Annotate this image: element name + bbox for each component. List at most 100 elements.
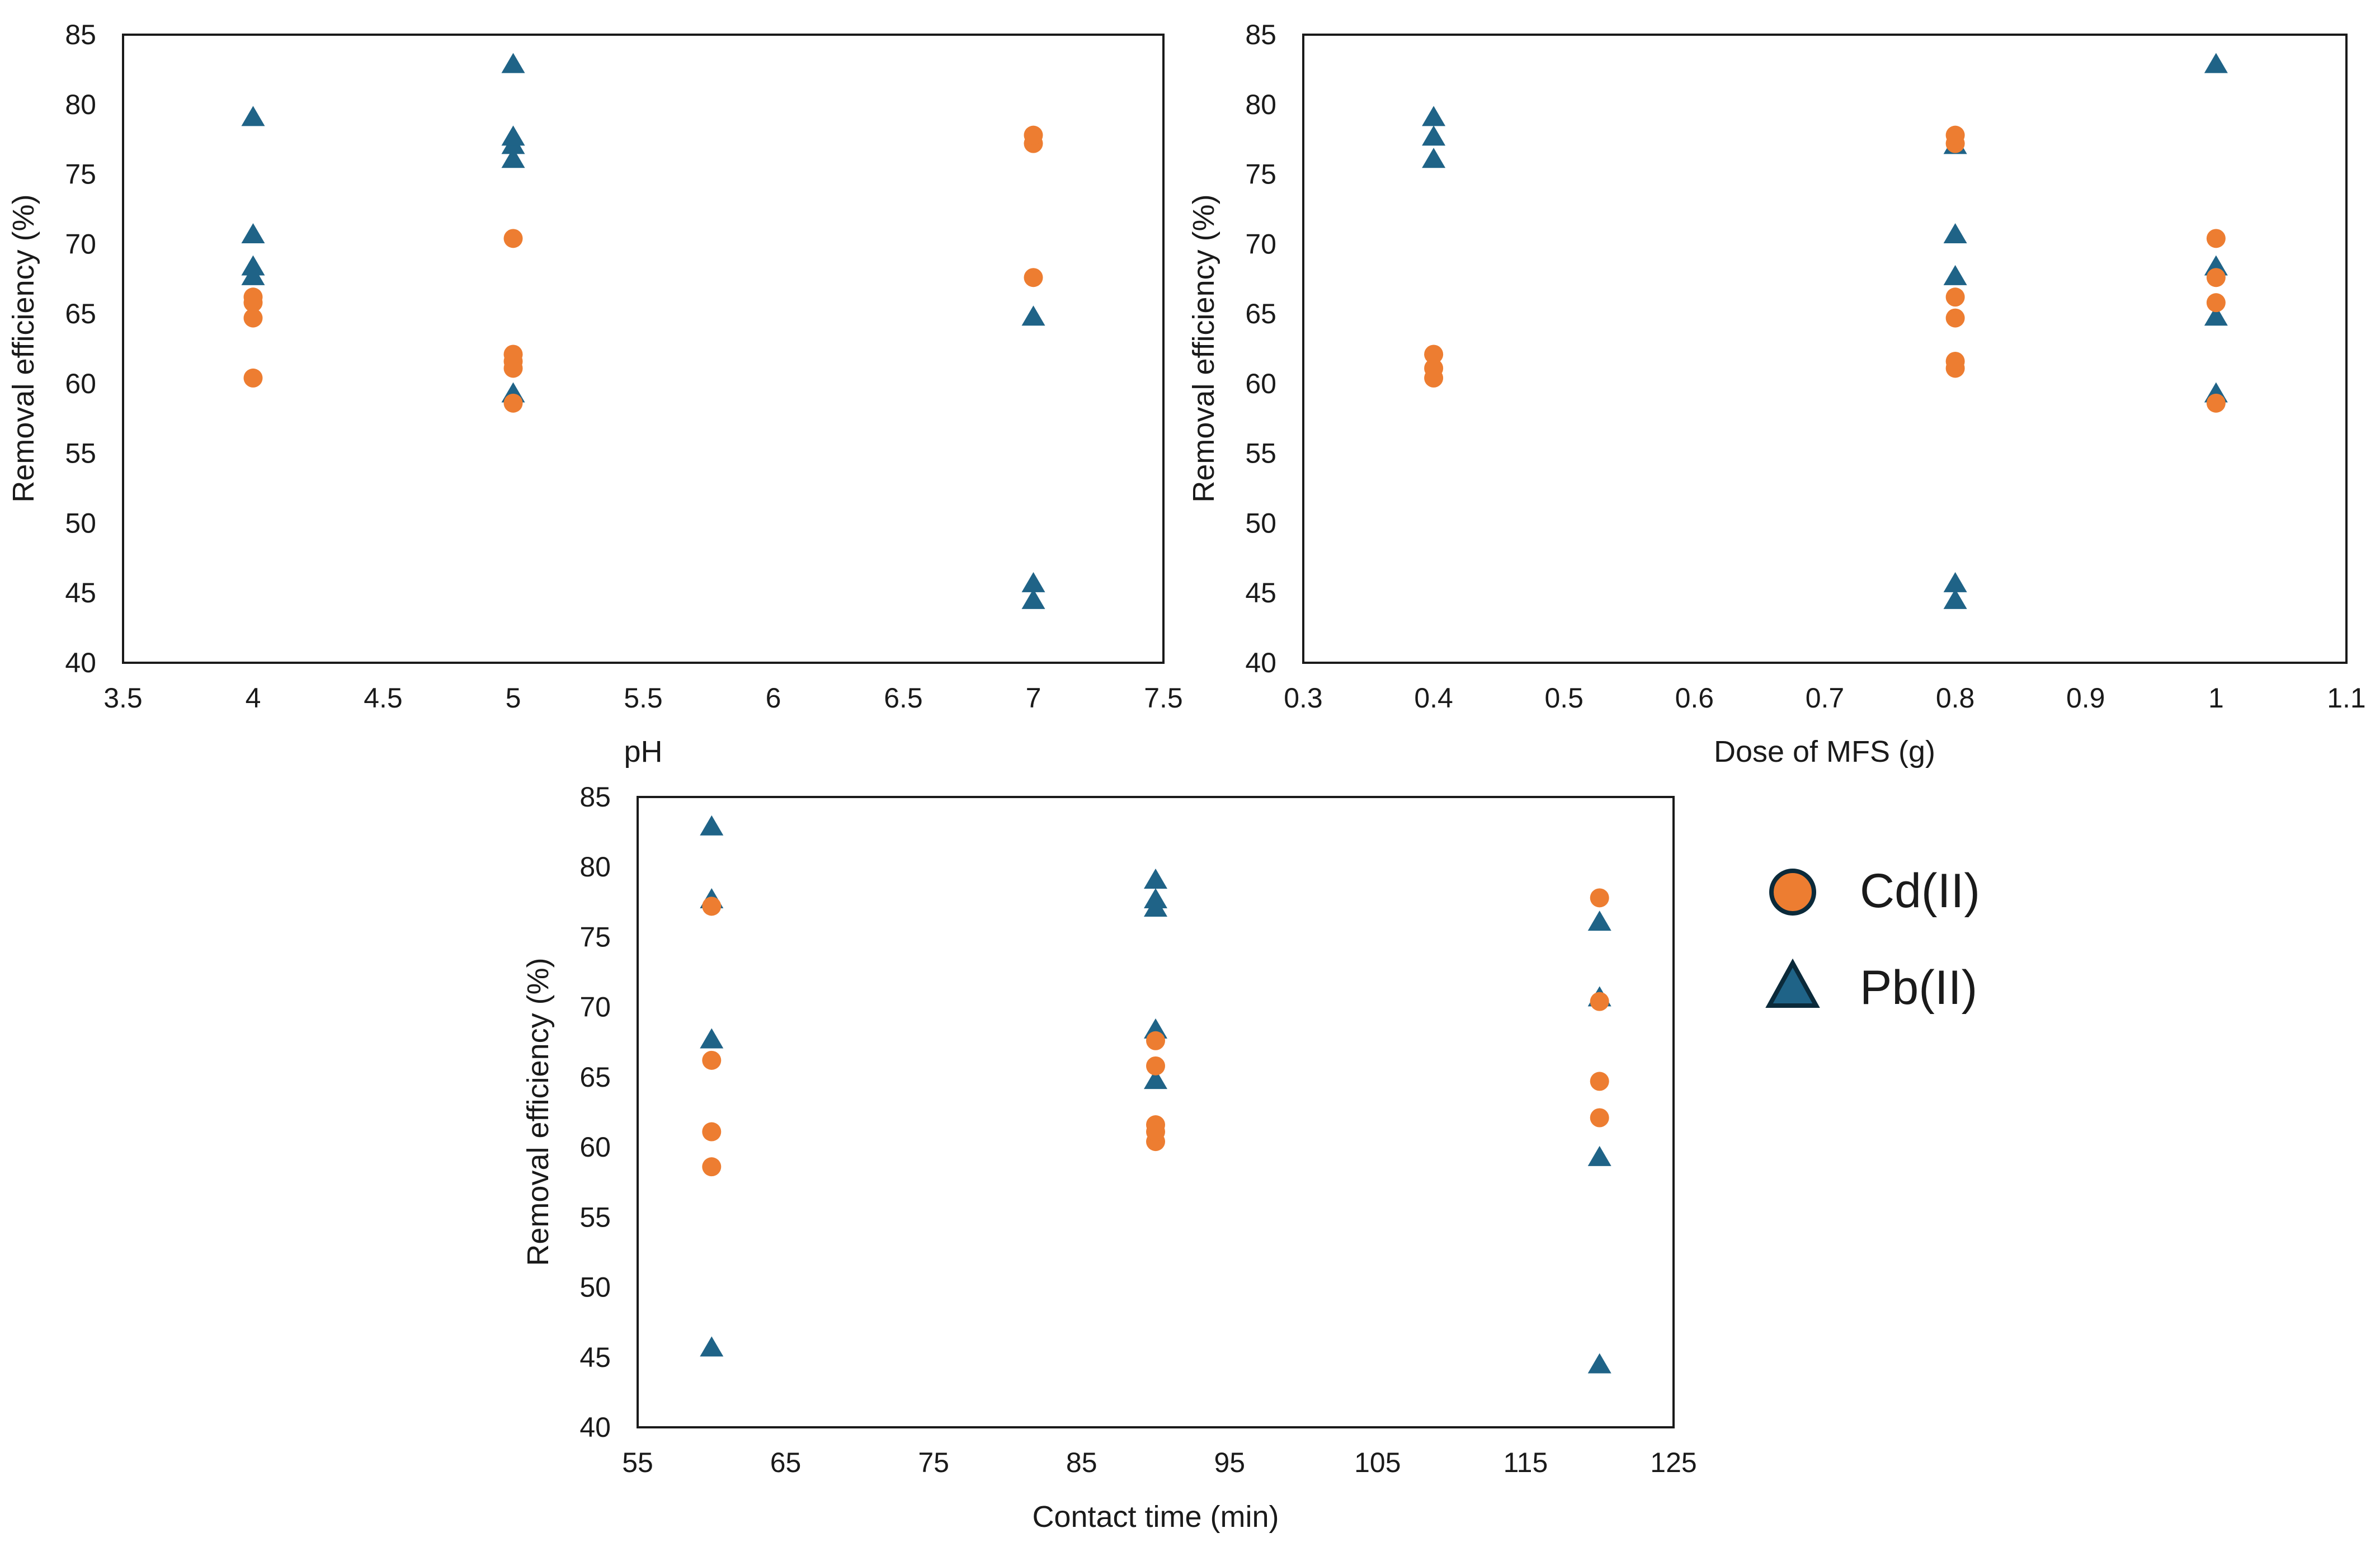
- x-tick-label: 0.5: [1544, 682, 1583, 714]
- x-tick-label: 6.5: [884, 682, 923, 714]
- pb-point: [1587, 1145, 1611, 1166]
- x-tick-label: 0.7: [1806, 682, 1845, 714]
- cd-point: [702, 1122, 722, 1142]
- pb-point: [1021, 588, 1045, 609]
- x-tick-label: 4.5: [364, 682, 403, 714]
- pb-point: [700, 815, 724, 836]
- chart-ph: 40 45 50 55 60 65 70 75 80 85 3.5 4 4.5 5 5.5 6 6.5 7 7.5 p…: [7, 19, 1183, 768]
- y-tick-label: 50: [579, 1272, 611, 1303]
- y-axis-label: Removal efficiency (%): [521, 958, 555, 1266]
- x-tick-label: 5: [506, 682, 521, 714]
- legend-cd-marker: [1769, 869, 1816, 916]
- y-tick-label: 60: [65, 368, 96, 399]
- cd-point: [702, 897, 722, 916]
- x-tick-label: 115: [1504, 1447, 1548, 1478]
- cd-point: [1590, 888, 1609, 908]
- y-tick-label: 40: [579, 1412, 611, 1443]
- y-tick-label: 60: [1245, 368, 1276, 399]
- pb-point: [2204, 53, 2228, 73]
- y-tick-label: 65: [1245, 298, 1276, 329]
- x-tick-label: 5.5: [624, 682, 663, 714]
- pb-point: [241, 106, 265, 126]
- y-tick-label: 80: [1245, 89, 1276, 120]
- cd-point: [1945, 351, 1965, 371]
- plot-frame: [1302, 34, 2348, 664]
- x-tick-label: 4: [246, 682, 261, 714]
- cd-point: [243, 287, 263, 307]
- x-tick-label: 95: [1214, 1447, 1245, 1478]
- pb-point: [700, 1028, 724, 1049]
- pb-point: [241, 255, 265, 276]
- cd-point: [2206, 393, 2226, 413]
- cd-point: [1424, 345, 1444, 364]
- cd-point: [1024, 125, 1043, 145]
- cd-point: [503, 393, 523, 413]
- pb-point: [501, 148, 525, 168]
- y-tick-label: 70: [579, 992, 611, 1023]
- pb-point: [1943, 572, 1967, 592]
- y-tick-label: 50: [1245, 507, 1276, 539]
- chart-contact-time: 40 45 50 55 60 65 70 75 80 85 55 65 75 85 95 105 115 125 C…: [521, 781, 1697, 1534]
- cd-point: [243, 308, 263, 328]
- x-tick-label: 0.9: [2066, 682, 2105, 714]
- cd-point: [2206, 268, 2226, 287]
- y-tick-label: 60: [579, 1131, 611, 1163]
- y-tick-label: 50: [65, 507, 96, 539]
- pb-point: [1144, 1069, 1167, 1089]
- y-tick-label: 55: [1245, 438, 1276, 469]
- legend-pb-marker: [1765, 958, 1820, 1008]
- pb-point: [1144, 868, 1167, 889]
- x-tick-label: 0.3: [1284, 682, 1323, 714]
- y-tick-label: 80: [65, 89, 96, 120]
- y-tick-label: 75: [1245, 159, 1276, 190]
- pb-point: [1021, 305, 1045, 326]
- x-tick-label: 0.6: [1675, 682, 1714, 714]
- x-tick-label: 1.1: [2327, 682, 2366, 714]
- y-tick-label: 45: [65, 577, 96, 609]
- pb-point: [501, 125, 525, 146]
- y-tick-label: 75: [65, 159, 96, 190]
- cd-point: [2206, 293, 2226, 313]
- pb-point: [241, 223, 265, 244]
- y-tick-label: 55: [65, 438, 96, 469]
- pb-point: [1943, 588, 1967, 609]
- x-tick-label: 105: [1354, 1447, 1401, 1478]
- y-tick-label: 80: [579, 851, 611, 883]
- cd-point: [1146, 1056, 1165, 1076]
- x-axis-label: Dose of MFS (g): [1714, 735, 1935, 768]
- x-tick-label: 125: [1650, 1447, 1696, 1478]
- plot-frame: [122, 34, 1165, 664]
- pb-point: [1422, 106, 1446, 126]
- pb-point: [1587, 911, 1611, 931]
- x-tick-label: 85: [1066, 1447, 1097, 1478]
- cd-point: [1590, 1108, 1609, 1128]
- cd-point: [1146, 1122, 1165, 1142]
- cd-point: [1945, 287, 1965, 307]
- cd-point: [243, 368, 263, 388]
- cd-point: [1945, 308, 1965, 328]
- pb-point: [1587, 1353, 1611, 1374]
- y-tick-label: 45: [579, 1342, 611, 1373]
- legend-pb-label: Pb(II): [1860, 961, 1977, 1015]
- y-tick-label: 65: [579, 1062, 611, 1093]
- y-axis-label: Removal efficiency (%): [7, 194, 40, 502]
- pb-point: [1144, 888, 1167, 909]
- y-tick-label: 70: [65, 228, 96, 260]
- cd-point: [503, 229, 523, 248]
- y-tick-label: 85: [579, 781, 611, 813]
- cd-point: [1146, 1031, 1165, 1050]
- cd-point: [503, 345, 523, 364]
- y-tick-label: 55: [579, 1201, 611, 1233]
- pb-point: [1422, 125, 1446, 146]
- x-tick-label: 0.8: [1936, 682, 1975, 714]
- x-tick-label: 75: [918, 1447, 949, 1478]
- y-tick-label: 65: [65, 298, 96, 329]
- pb-point: [2204, 305, 2228, 326]
- cd-point: [2206, 229, 2226, 248]
- x-tick-label: 3.5: [103, 682, 143, 714]
- cd-point: [1590, 1072, 1609, 1091]
- cd-point: [1945, 125, 1965, 145]
- chart-dose: 40 45 50 55 60 65 70 75 80 85 0.3 0.4 0.5 0.6 0.7 0.8 0.…: [1187, 19, 2366, 768]
- plot-frame: [637, 796, 1675, 1428]
